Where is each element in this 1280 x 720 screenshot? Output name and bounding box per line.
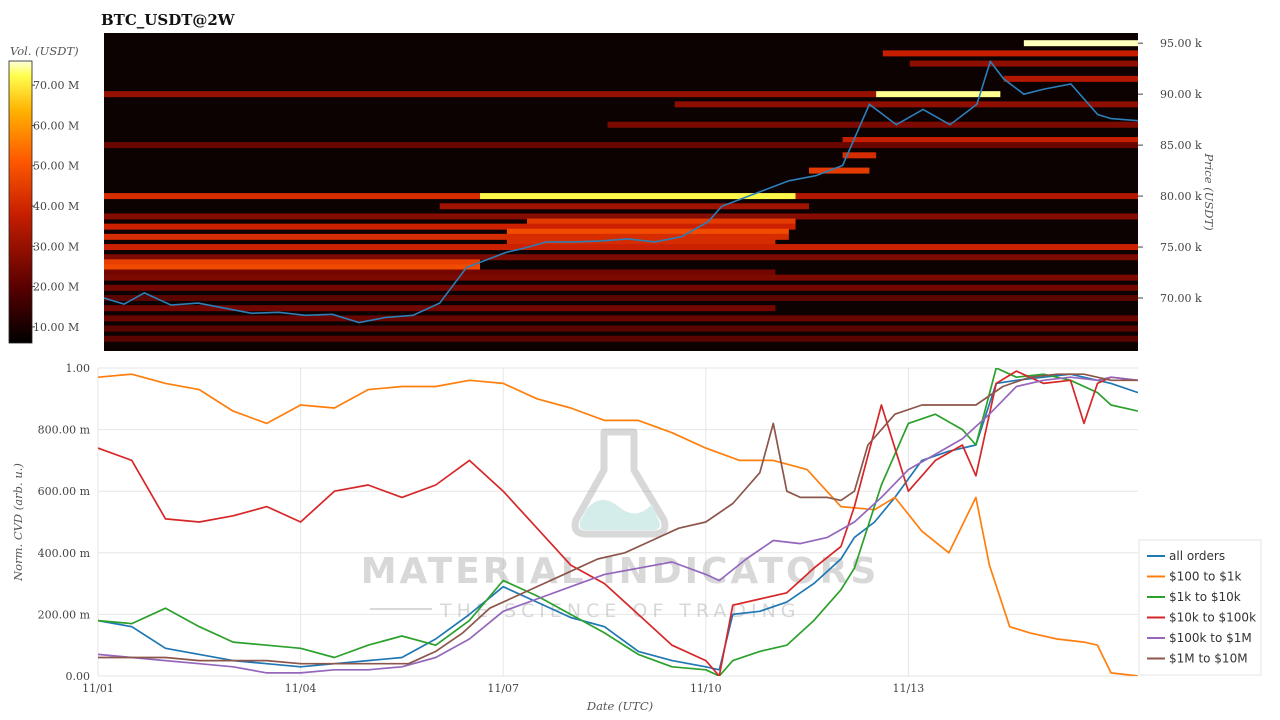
legend-label: $10k to $100k [1169,611,1256,625]
cvd-y-axis: 1.00 800.00 m 600.00 m 400.00 m 200.00 m 0.00 [38,362,91,683]
cvd-series-line [98,373,1138,676]
watermark-tagline: THE SCIENCE OF TRADING [439,600,801,622]
liquidity-band [104,269,776,276]
liquidity-band [674,101,1138,108]
liquidity-band [104,259,480,266]
liquidity-band [842,137,1138,144]
cvd-x-axis: 11/01 11/04 11/07 11/10 11/13 [82,682,924,695]
heatmap-panel: 95.00 k 90.00 k 85.00 k 80.00 k 75.00 k 70.00… [104,33,1216,351]
colorbar-ticks: 70.00 M 60.00 M 50.00 M 40.00 M 30.00 M 20.00… [32,79,79,334]
cvd-y-tick-label: 1.00 [66,362,91,375]
cvd-x-tick-label: 11/10 [690,682,722,695]
liquidity-band [104,193,480,200]
colorbar-tick-label: 50.00 M [33,160,79,173]
chart-title: BTC_USDT@2W [101,11,236,29]
liquidity-band [1003,75,1138,82]
colorbar-gradient [8,60,33,344]
colorbar-tick-label: 60.00 M [33,119,79,132]
liquidity-band [104,305,776,312]
liquidity-band [104,325,1138,332]
price-tick-label: 80.00 k [1160,190,1202,203]
liquidity-band [104,142,1138,149]
price-line [104,59,1138,324]
liquidity-band [104,223,796,230]
price-axis-label: Price (USDT) [1202,152,1216,230]
colorbar-tick-label: 40.00 M [33,200,79,213]
legend-label: $100k to $1M [1169,631,1252,645]
cvd-y-tick-label: 800.00 m [38,424,91,437]
cvd-x-tick-label: 11/13 [893,682,925,695]
price-axis: 95.00 k 90.00 k 85.00 k 80.00 k 75.00 k 70.00… [1138,37,1202,305]
colorbar-tick-label: 70.00 M [33,79,79,92]
liquidity-band [607,121,1138,128]
price-tick-label: 95.00 k [1160,37,1202,50]
colorbar-label: Vol. (USDT) [10,44,79,58]
legend-label: $1M to $10M [1169,652,1248,666]
liquidity-band [909,60,1138,67]
cvd-series-line [98,368,1138,676]
cvd-series-line [98,370,1138,676]
liquidity-band [104,233,789,240]
cvd-series [98,368,1138,676]
liquidity-band [439,203,809,210]
colorbar: Vol. (USDT) 70.00 M 60.00 M 50.00 M 40.00 M… [8,44,79,344]
cvd-y-tick-label: 200.00 m [38,608,91,621]
colorbar-tick-label: 10.00 M [33,321,79,334]
cvd-panel: MATERIAL INDICATORS THE SCIENCE OF TRADI… [11,362,1262,713]
legend-label: all orders [1169,549,1225,563]
liquidity-band [480,193,796,200]
liquidity-band [104,254,1138,261]
cvd-x-tick-label: 11/07 [487,682,519,695]
cvd-x-tick-label: 11/04 [285,682,317,695]
liquidity-band [809,167,870,174]
cvd-series-line [98,373,1138,665]
liquidity-band [104,284,1138,291]
colorbar-tick-label: 30.00 M [33,240,79,253]
price-tick-label: 75.00 k [1160,241,1202,254]
price-tick-label: 70.00 k [1160,292,1202,305]
price-tick-label: 90.00 k [1160,88,1202,101]
liquidity-band [104,91,877,98]
cvd-y-axis-label: Norm. CVD (arb. u.) [11,463,25,582]
liquidity-band [1023,40,1138,47]
liquidity-band [876,91,1001,98]
legend-label: $100 to $1k [1169,570,1241,584]
liquidity-band [882,50,1138,57]
cvd-y-tick-label: 600.00 m [38,485,91,498]
heatmap-bands [104,40,1138,342]
liquidity-band [506,228,789,235]
flask-icon [571,428,669,538]
cvd-x-tick-label: 11/01 [82,682,114,695]
legend-box [1138,539,1262,676]
liquidity-band [506,238,776,245]
legend: all orders $100 to $1k $1k to $10k $10k to … [1138,539,1262,676]
liquidity-band [527,218,796,225]
legend-items: all orders $100 to $1k $1k to $10k $10k to … [1147,549,1256,666]
liquidity-band [104,315,1138,322]
price-tick-label: 85.00 k [1160,139,1202,152]
cvd-series-line [98,376,1138,674]
liquidity-band [104,244,1138,251]
colorbar-tick-label: 20.00 M [33,281,79,294]
liquidity-band [795,193,1138,200]
liquidity-band [104,264,480,271]
cvd-x-axis-label: Date (UTC) [586,699,653,713]
heatmap-background [104,33,1138,351]
liquidity-band [104,213,1138,220]
liquidity-band [104,335,1138,342]
cvd-y-tick-label: 0.00 [66,670,91,683]
legend-label: $1k to $10k [1169,590,1241,604]
liquidity-band [104,274,1138,281]
cvd-y-tick-label: 400.00 m [38,547,91,560]
liquidity-band [104,295,1138,301]
liquidity-band [842,152,877,159]
